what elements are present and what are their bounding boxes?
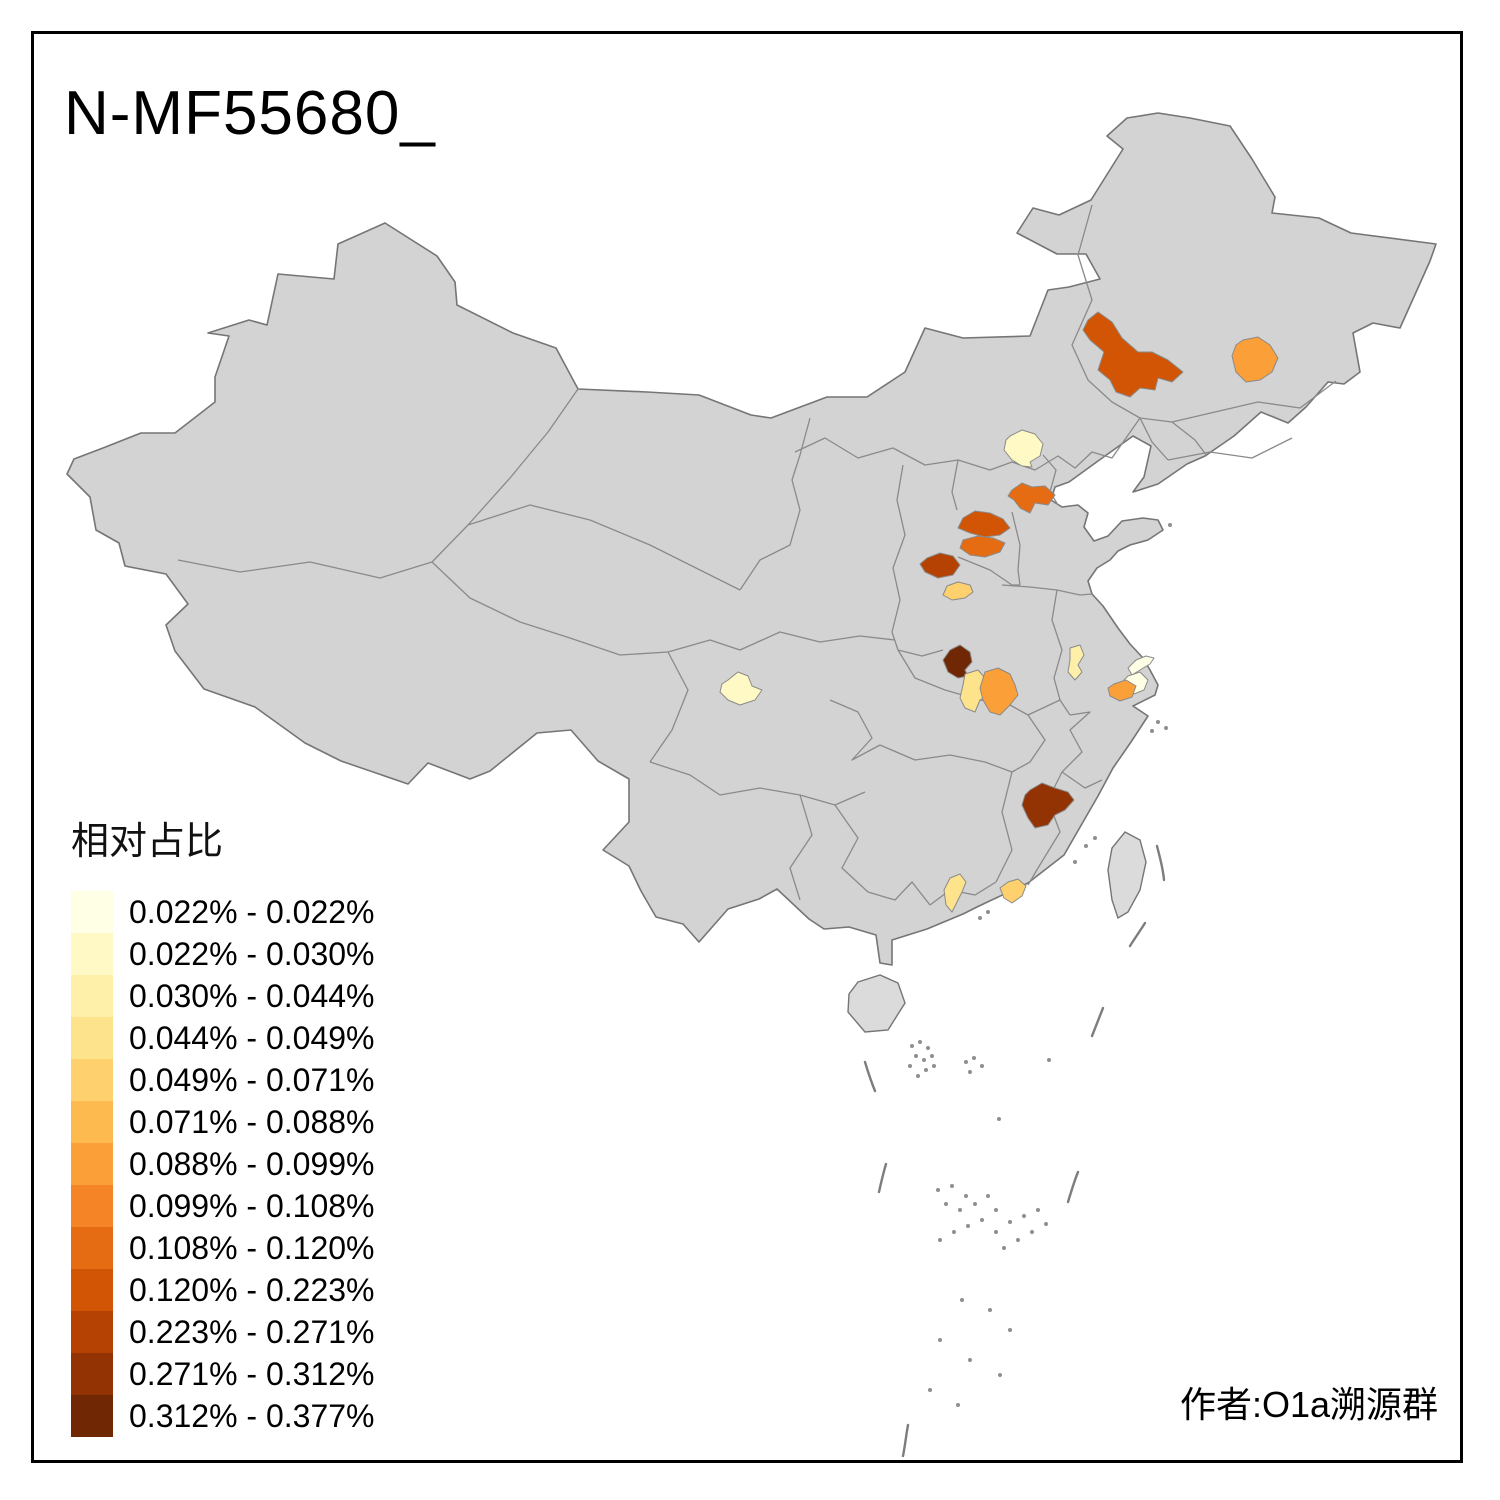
legend-title: 相对占比 (71, 821, 224, 863)
legend-swatch (71, 1311, 113, 1353)
page-title: N-MF55680_ (64, 79, 436, 148)
taiwan-island (1107, 831, 1147, 920)
legend-item: 0.030% - 0.044% (71, 975, 375, 1017)
legend-label: 0.030% - 0.044% (129, 977, 375, 1014)
legend-swatch (71, 1353, 113, 1395)
legend-item: 0.022% - 0.030% (71, 933, 375, 975)
legend-label: 0.120% - 0.223% (129, 1271, 375, 1308)
region-sichuan-chengdu (719, 671, 763, 706)
region-hebei-south (959, 535, 1006, 558)
legend-label: 0.071% - 0.088% (129, 1103, 375, 1140)
region-northeast-west (1082, 311, 1184, 398)
map-legend: 相对占比 0.022% - 0.022% 0.022% - 0.030% 0.030… (71, 810, 375, 1437)
legend-item: 0.022% - 0.022% (71, 891, 375, 933)
legend-label: 0.312% - 0.377% (129, 1397, 375, 1434)
region-shanxi-southeast (919, 552, 961, 579)
attribution-text: 作者:O1a溯源群 (1179, 1384, 1438, 1425)
region-guangdong-east (999, 878, 1027, 904)
legend-swatch (71, 1059, 113, 1101)
legend-item: 0.099% - 0.108% (71, 1185, 375, 1227)
legend-item: 0.120% - 0.223% (71, 1269, 375, 1311)
legend-item: 0.271% - 0.312% (71, 1353, 375, 1395)
legend-item: 0.044% - 0.049% (71, 1017, 375, 1059)
legend-label: 0.022% - 0.030% (129, 935, 375, 972)
legend-swatch (71, 933, 113, 975)
legend-swatch (71, 1185, 113, 1227)
region-jiangsu-suzhou (1107, 679, 1137, 702)
legend-item: 0.312% - 0.377% (71, 1395, 375, 1437)
legend-swatch (71, 1017, 113, 1059)
nine-dash-line (863, 844, 1166, 1458)
legend-item: 0.223% - 0.271% (71, 1311, 375, 1353)
legend-swatch (71, 1101, 113, 1143)
region-hebei-central (957, 510, 1011, 538)
legend-item: 0.049% - 0.071% (71, 1059, 375, 1101)
legend-label: 0.099% - 0.108% (129, 1187, 375, 1224)
region-henan-east (979, 667, 1019, 716)
region-northeast-east (1231, 336, 1279, 383)
legend-rows: 0.022% - 0.022% 0.022% - 0.030% 0.030% - 0… (71, 891, 375, 1437)
province-boundaries (177, 204, 1337, 906)
legend-swatch (71, 1395, 113, 1437)
legend-swatch (71, 975, 113, 1017)
legend-swatch (71, 891, 113, 933)
region-hebei-northeast (1007, 482, 1056, 514)
legend-swatch (71, 1143, 113, 1185)
region-henan-west (942, 644, 973, 679)
region-anhui-north (1067, 644, 1085, 681)
region-henan-central (959, 669, 989, 713)
legend-label: 0.108% - 0.120% (129, 1229, 375, 1266)
legend-item: 0.071% - 0.088% (71, 1101, 375, 1143)
legend-label: 0.223% - 0.271% (129, 1313, 375, 1350)
legend-label: 0.271% - 0.312% (129, 1355, 375, 1392)
region-fujian-central (1021, 782, 1075, 829)
small-islands (908, 523, 1172, 1407)
legend-item: 0.108% - 0.120% (71, 1227, 375, 1269)
legend-item: 0.088% - 0.099% (71, 1143, 375, 1185)
hainan-island (847, 974, 906, 1033)
legend-swatch (71, 1227, 113, 1269)
legend-label: 0.044% - 0.049% (129, 1019, 375, 1056)
legend-label: 0.049% - 0.071% (129, 1061, 375, 1098)
legend-label: 0.022% - 0.022% (129, 893, 375, 930)
legend-label: 0.088% - 0.099% (129, 1145, 375, 1182)
region-guangdong-west (943, 873, 967, 913)
region-beijing (1003, 429, 1044, 468)
region-henan-north (942, 581, 974, 601)
choropleth-regions (719, 311, 1279, 913)
legend-swatch (71, 1269, 113, 1311)
